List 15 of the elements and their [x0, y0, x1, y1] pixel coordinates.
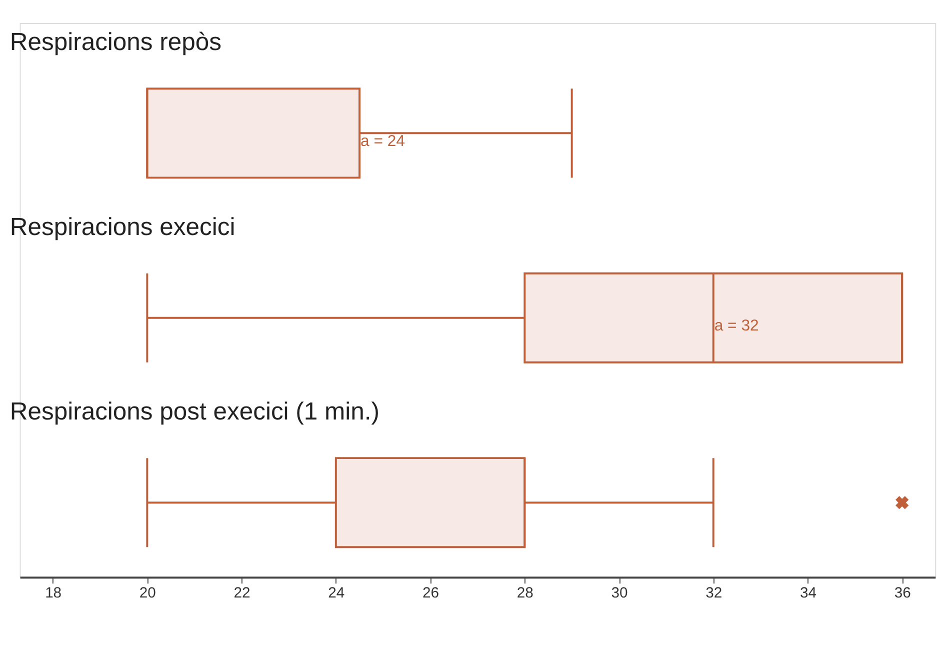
- x-tick-label: 26: [422, 585, 440, 602]
- x-tick-label: 20: [139, 585, 156, 602]
- annotation: a = 24: [360, 133, 406, 150]
- y-tick-label: Respiracions execici: [10, 214, 236, 241]
- x-tick-label: 18: [45, 585, 62, 602]
- x-tick-label: 22: [234, 585, 250, 602]
- y-tick-label: Respiracions repòs: [10, 29, 222, 56]
- x-tick-label: 30: [611, 585, 628, 602]
- y-tick-label: Respiracions post execici (1 min.): [10, 398, 380, 426]
- annotation: a = 32: [714, 318, 759, 335]
- x-tick-label: 32: [706, 585, 722, 602]
- x-tick-label: 24: [328, 585, 345, 602]
- x-tick-label: 28: [516, 585, 534, 602]
- x-tick-label: 34: [800, 585, 816, 602]
- x-tick-label: 36: [894, 585, 911, 602]
